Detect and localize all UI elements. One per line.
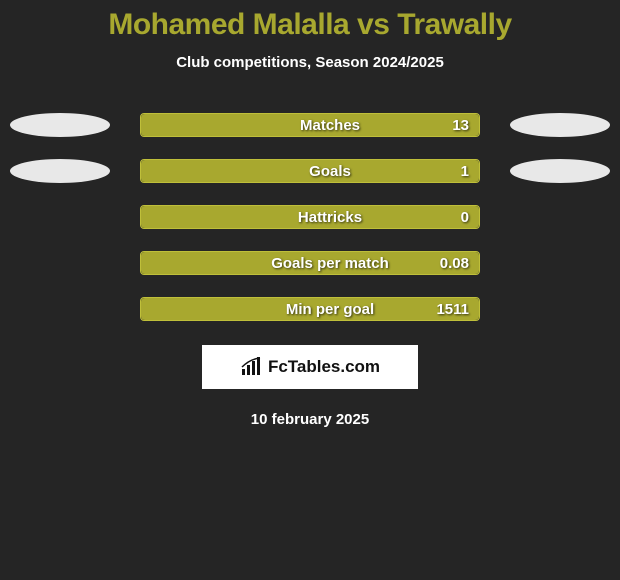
stat-value: 1511 (436, 301, 469, 318)
stat-label: Goals (309, 163, 351, 180)
stat-value: 0.08 (440, 255, 469, 272)
stat-label: Hattricks (298, 209, 362, 226)
stat-bar: Min per goal 1511 (140, 297, 480, 321)
left-indicator-ellipse (10, 251, 110, 275)
stat-row: Hattricks 0 (0, 205, 620, 229)
stat-row: Min per goal 1511 (0, 297, 620, 321)
page-title: Mohamed Malalla vs Trawally (0, 8, 620, 42)
subtitle: Club competitions, Season 2024/2025 (0, 54, 620, 71)
left-indicator-ellipse (10, 205, 110, 229)
barchart-icon (240, 357, 264, 377)
logo-text: FcTables.com (268, 357, 380, 377)
stat-bar: Matches 13 (140, 113, 480, 137)
stat-value: 1 (461, 163, 469, 180)
stat-bar: Goals 1 (140, 159, 480, 183)
stat-value: 13 (452, 117, 469, 134)
left-indicator-ellipse (10, 297, 110, 321)
stat-label: Goals per match (271, 255, 389, 272)
stat-label: Min per goal (286, 301, 374, 318)
stat-bar: Goals per match 0.08 (140, 251, 480, 275)
stats-chart: Matches 13 Goals 1 Hattricks 0 Goals per match… (0, 113, 620, 321)
stat-label: Matches (300, 117, 360, 134)
right-indicator-ellipse (510, 159, 610, 183)
right-indicator-ellipse (510, 297, 610, 321)
right-indicator-ellipse (510, 205, 610, 229)
stat-bar: Hattricks 0 (140, 205, 480, 229)
stat-row: Goals per match 0.08 (0, 251, 620, 275)
date-text: 10 february 2025 (0, 411, 620, 428)
right-indicator-ellipse (510, 251, 610, 275)
left-indicator-ellipse (10, 159, 110, 183)
logo-box: FcTables.com (202, 345, 418, 389)
stat-row: Goals 1 (0, 159, 620, 183)
right-indicator-ellipse (510, 113, 610, 137)
stat-value: 0 (461, 209, 469, 226)
left-indicator-ellipse (10, 113, 110, 137)
stat-row: Matches 13 (0, 113, 620, 137)
